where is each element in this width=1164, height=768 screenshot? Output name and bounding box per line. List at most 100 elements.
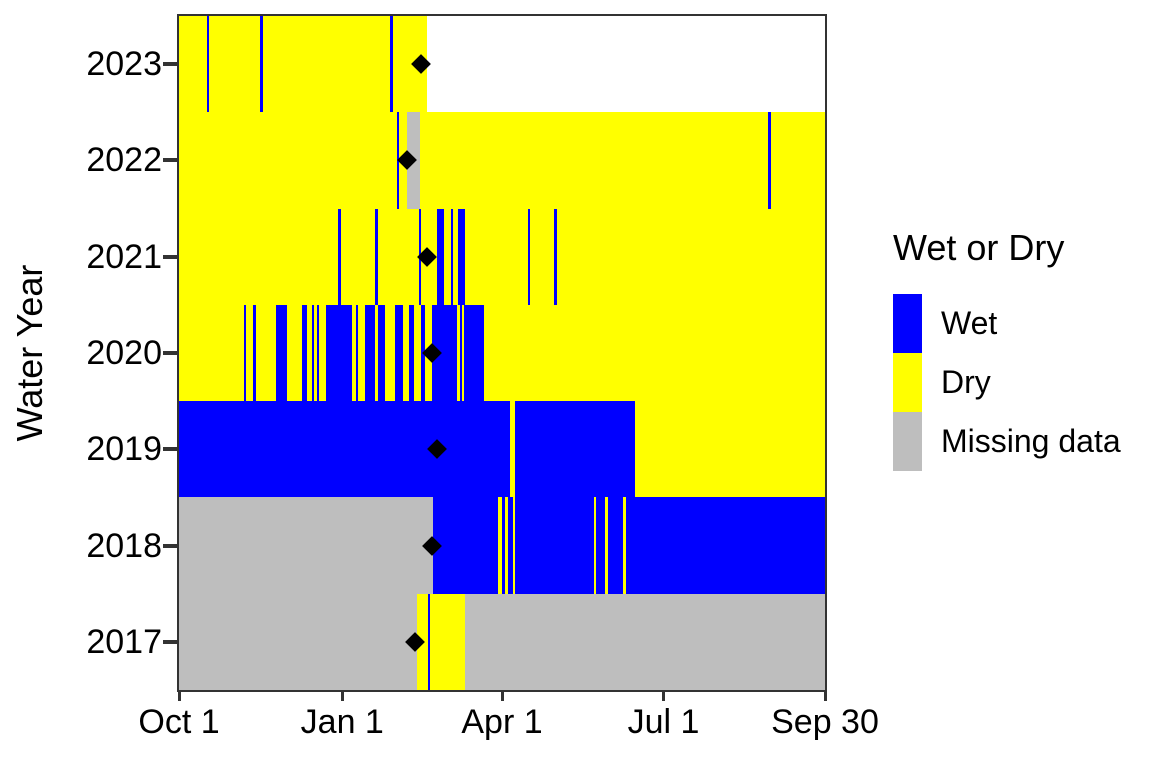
tile-segment-wet xyxy=(394,304,403,402)
tile-segment-wet xyxy=(338,208,341,305)
tile-segment-dry xyxy=(505,497,509,594)
tile-segment-dry xyxy=(307,304,312,402)
tile-segment-missing xyxy=(465,593,825,690)
tile-segment-wet xyxy=(436,208,445,305)
x-tick-label: Jul 1 xyxy=(627,703,700,741)
tile-segment-dry xyxy=(556,208,825,305)
x-tick-mark xyxy=(340,692,344,701)
tile-segment-wet xyxy=(317,304,319,402)
plot-row-2020 xyxy=(179,304,825,402)
y-tick-label: 2022 xyxy=(86,141,162,180)
legend-label: Dry xyxy=(941,363,991,400)
tile-segment-dry xyxy=(509,401,516,498)
x-tick-mark xyxy=(500,692,504,701)
tile-segment-wet xyxy=(409,304,414,402)
tile-segment-missing xyxy=(179,497,433,594)
x-tick-mark xyxy=(177,692,181,701)
tile-segment-wet xyxy=(207,16,210,113)
tile-segment-dry xyxy=(402,304,410,402)
tile-segment-wet xyxy=(608,497,623,594)
tile-segment-dry xyxy=(457,304,460,402)
tile-segment-wet xyxy=(355,304,358,402)
y-tick-mark xyxy=(163,254,177,259)
legend-label: Missing data xyxy=(941,422,1121,459)
plot-row-2021 xyxy=(179,208,825,305)
tile-segment-wet xyxy=(276,304,287,402)
y-tick-label: 2018 xyxy=(86,526,162,565)
tile-segment-dry xyxy=(357,304,365,402)
tile-segment-dry xyxy=(286,304,302,402)
tile-segment-dry xyxy=(314,304,318,402)
tile-segment-dry xyxy=(484,304,825,402)
tile-segment-wet xyxy=(244,304,247,402)
tile-segment-wet xyxy=(364,304,376,402)
legend-title: Wet or Dry xyxy=(893,227,1065,268)
y-tick-mark xyxy=(163,62,177,67)
tile-segment-dry xyxy=(179,208,339,305)
tile-segment-dry xyxy=(352,304,356,402)
tile-segment-dry xyxy=(634,401,825,498)
tile-segment-wet xyxy=(768,112,771,209)
tile-segment-wet xyxy=(427,593,430,690)
tile-segment-wet xyxy=(253,304,256,402)
y-tick-mark xyxy=(163,351,177,355)
tile-segment-wet xyxy=(459,304,463,402)
tile-segment-wet xyxy=(625,497,825,594)
tile-segment-wet xyxy=(325,304,353,402)
legend-swatch-wet xyxy=(893,293,922,353)
tile-segment-wet xyxy=(508,497,513,594)
y-tick-mark xyxy=(163,158,177,163)
y-tick-mark xyxy=(163,447,177,452)
tile-segment-dry xyxy=(375,304,379,402)
x-tick-label: Oct 1 xyxy=(138,703,220,741)
tile-segment-dry xyxy=(413,304,422,402)
tile-segment-wet xyxy=(390,16,394,113)
y-tick-label: 2020 xyxy=(86,334,162,372)
plot-panel xyxy=(177,14,827,692)
legend-swatch-dry xyxy=(893,352,922,412)
tile-segment-wet xyxy=(595,497,606,594)
tile-segment-dry xyxy=(246,304,254,402)
tile-segment-wet xyxy=(378,304,386,402)
tile-segment-dry xyxy=(318,304,326,402)
tile-segment-wet xyxy=(375,208,379,305)
tile-segment-wet xyxy=(311,304,315,402)
plot-rows xyxy=(179,16,825,690)
tile-segment-dry xyxy=(378,208,419,305)
tile-segment-wet xyxy=(432,497,499,594)
tile-segment-wet xyxy=(260,16,264,113)
tile-segment-wet xyxy=(302,304,308,402)
tile-segment-dry xyxy=(453,208,458,305)
tile-segment-dry xyxy=(771,112,825,209)
tile-segment-wet xyxy=(514,497,595,594)
tile-segment-dry xyxy=(209,16,261,113)
legend-item-wet: Wet xyxy=(893,293,1121,353)
legend-item-dry: Dry xyxy=(893,352,1121,412)
tile-segment-dry xyxy=(444,208,451,305)
tile-segment-missing xyxy=(179,593,418,690)
tile-segment-none xyxy=(426,16,825,113)
tile-segment-dry xyxy=(179,304,245,402)
tile-segment-wet xyxy=(179,401,510,498)
tile-segment-dry xyxy=(179,112,397,209)
plot-row-2022 xyxy=(179,112,825,209)
tile-segment-dry xyxy=(385,304,395,402)
tile-segment-dry xyxy=(512,497,515,594)
tile-segment-wet xyxy=(527,208,531,305)
tile-segment-dry xyxy=(419,112,769,209)
x-tick-label: Apr 1 xyxy=(461,703,543,741)
legend-items: Wet Dry Missing data xyxy=(893,293,1121,471)
tile-segment-wet xyxy=(463,304,485,402)
legend-label: Wet xyxy=(941,304,998,341)
x-tick-label: Jan 1 xyxy=(300,703,384,741)
plot-row-2018 xyxy=(179,497,825,594)
tile-segment-dry xyxy=(605,497,608,594)
x-tick-label: Sep 30 xyxy=(771,703,879,741)
x-tick-mark xyxy=(662,692,665,701)
x-tick-mark xyxy=(823,692,827,701)
y-tick-label: 2017 xyxy=(86,622,162,661)
tile-segment-wet xyxy=(457,208,465,305)
y-tick-label: 2021 xyxy=(86,237,162,276)
y-tick-mark xyxy=(163,639,177,644)
tile-segment-wet xyxy=(515,401,635,498)
